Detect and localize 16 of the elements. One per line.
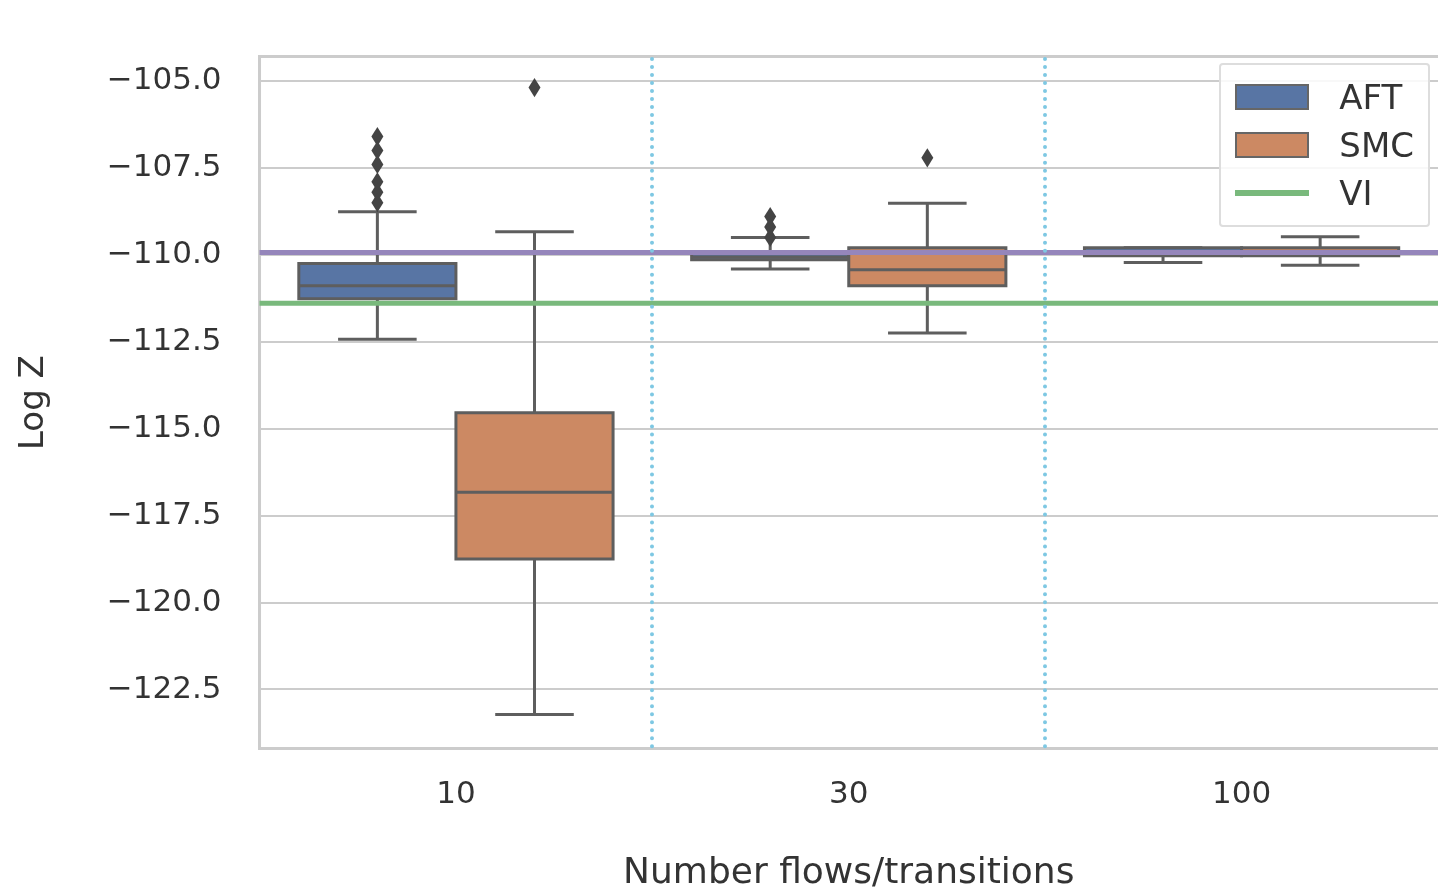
legend-label: VI [1339,172,1373,213]
y-tick-label: −105.0 [106,59,222,96]
y-tick-label: −122.5 [106,668,222,705]
legend-label: AFT [1339,76,1403,117]
y-tick-label: −110.0 [106,233,222,270]
x-tick-label: 100 [1212,774,1272,811]
y-tick-label: −120.0 [106,581,222,618]
y-tick-label: −107.5 [106,146,222,183]
y-axis-title: Log Z [11,355,52,451]
y-tick-label: −117.5 [106,494,222,531]
x-tick-label: 30 [829,774,869,811]
x-axis-title: Number flows/transitions [623,849,1075,891]
legend-label: SMC [1339,124,1414,165]
y-tick-label: −112.5 [106,320,222,357]
x-tick-label: 10 [436,774,476,811]
y-tick-label: −115.0 [106,407,222,444]
